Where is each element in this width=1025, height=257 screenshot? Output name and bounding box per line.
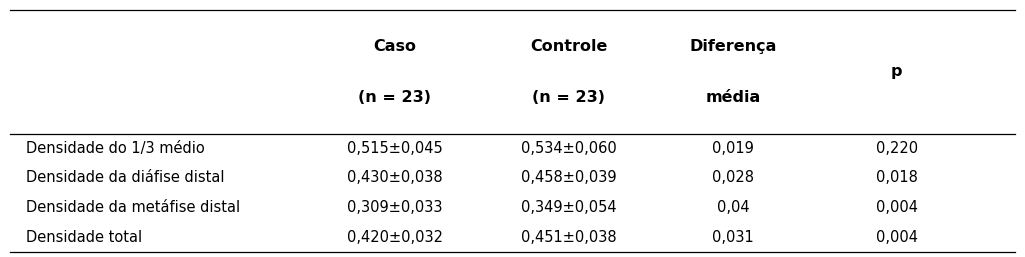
- Text: 0,458±0,039: 0,458±0,039: [521, 170, 617, 186]
- Text: 0,018: 0,018: [876, 170, 917, 186]
- Text: Densidade da metáfise distal: Densidade da metáfise distal: [26, 200, 240, 215]
- Text: Diferença: Diferença: [689, 39, 777, 54]
- Text: 0,220: 0,220: [875, 141, 918, 156]
- Text: 0,004: 0,004: [876, 230, 917, 245]
- Text: (n = 23): (n = 23): [358, 90, 432, 105]
- Text: 0,349±0,054: 0,349±0,054: [521, 200, 617, 215]
- Text: 0,420±0,032: 0,420±0,032: [346, 230, 443, 245]
- Text: p: p: [891, 65, 903, 79]
- Text: Densidade total: Densidade total: [26, 230, 141, 245]
- Text: Caso: Caso: [373, 39, 416, 54]
- Text: Densidade do 1/3 médio: Densidade do 1/3 médio: [26, 141, 204, 156]
- Text: 0,451±0,038: 0,451±0,038: [521, 230, 617, 245]
- Text: 0,019: 0,019: [712, 141, 753, 156]
- Text: Densidade da diáfise distal: Densidade da diáfise distal: [26, 170, 224, 186]
- Text: 0,028: 0,028: [712, 170, 753, 186]
- Text: 0,515±0,045: 0,515±0,045: [346, 141, 443, 156]
- Text: Controle: Controle: [530, 39, 608, 54]
- Text: média: média: [705, 90, 761, 105]
- Text: 0,534±0,060: 0,534±0,060: [521, 141, 617, 156]
- Text: (n = 23): (n = 23): [532, 90, 606, 105]
- Text: 0,004: 0,004: [876, 200, 917, 215]
- Text: 0,04: 0,04: [716, 200, 749, 215]
- Text: 0,309±0,033: 0,309±0,033: [346, 200, 443, 215]
- Text: 0,031: 0,031: [712, 230, 753, 245]
- Text: 0,430±0,038: 0,430±0,038: [346, 170, 443, 186]
